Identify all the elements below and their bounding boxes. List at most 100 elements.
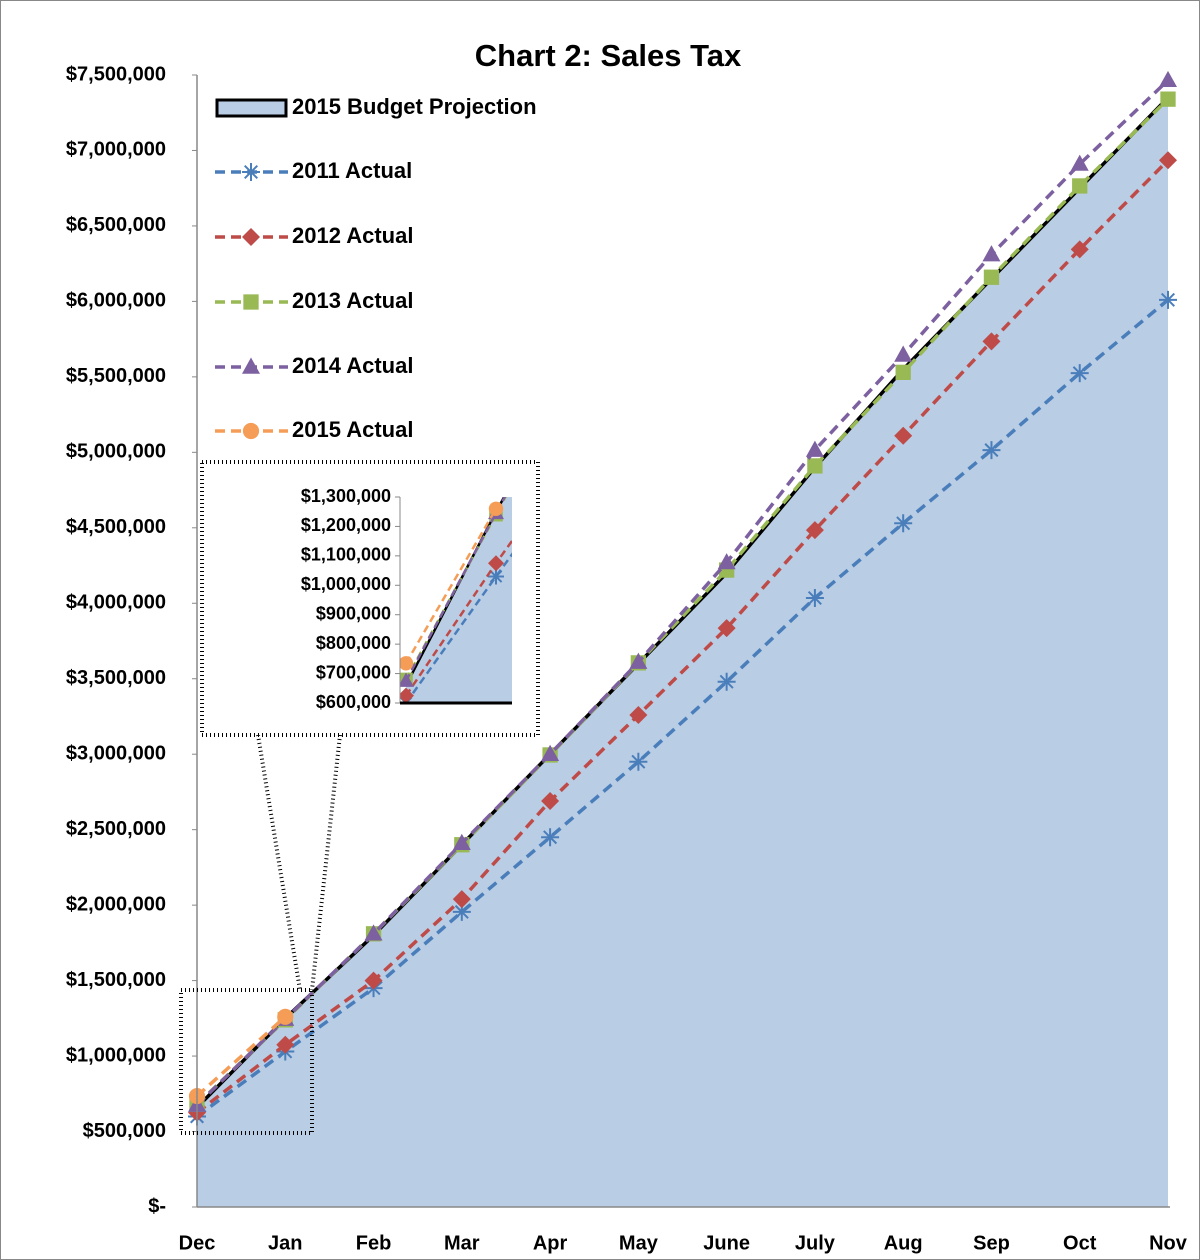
x-tick-label: July — [795, 1232, 836, 1254]
marker — [452, 833, 471, 851]
marker — [242, 357, 260, 374]
marker — [805, 588, 824, 607]
x-tick-label: Sep — [973, 1232, 1010, 1254]
legend-label: 2012 Actual — [292, 223, 413, 248]
marker — [805, 440, 824, 457]
marker — [541, 828, 560, 847]
x-tick-label: Feb — [356, 1232, 392, 1254]
marker — [488, 568, 504, 585]
inset-y-tick-label: $1,000,000 — [301, 574, 391, 594]
marker — [452, 890, 471, 909]
marker — [400, 656, 414, 671]
marker — [717, 619, 736, 638]
marker — [1159, 151, 1177, 170]
marker — [243, 294, 259, 310]
marker — [895, 364, 911, 380]
marker — [1070, 240, 1089, 259]
legend-swatch — [215, 98, 288, 118]
legend-label: 2013 Actual — [292, 288, 413, 313]
marker — [364, 924, 383, 941]
marker — [452, 902, 471, 921]
marker — [982, 332, 1001, 351]
marker — [242, 228, 260, 246]
marker — [894, 345, 913, 362]
legend-label: 2015 Actual — [292, 417, 413, 442]
marker — [488, 555, 504, 572]
y-tick-label: $500,000 — [83, 1120, 166, 1142]
y-tick-label: $5,000,000 — [66, 441, 166, 463]
y-tick-label: $4,500,000 — [66, 516, 166, 538]
chart-title: Chart 2: Sales Tax — [475, 38, 742, 73]
marker — [242, 163, 260, 181]
inset-y-tick-label: $1,200,000 — [301, 515, 391, 535]
marker — [894, 426, 913, 445]
y-tick-label: $7,000,000 — [66, 139, 166, 161]
marker — [982, 441, 1001, 460]
marker — [1160, 91, 1176, 107]
marker — [276, 1035, 295, 1054]
inset-y-tick-label: $600,000 — [316, 692, 391, 712]
y-tick-label: $5,500,000 — [66, 365, 166, 387]
x-tick-label: Oct — [1063, 1232, 1097, 1254]
marker — [629, 705, 648, 724]
marker — [1070, 364, 1089, 383]
marker — [541, 791, 560, 810]
marker — [400, 687, 414, 703]
y-tick-label: $3,500,000 — [66, 667, 166, 689]
series-line — [195, 1015, 287, 1098]
marker — [805, 521, 824, 540]
x-tick-label: June — [703, 1232, 750, 1254]
marker — [541, 744, 560, 761]
legend-label: 2015 Budget Projection — [292, 94, 537, 119]
x-tick-label: May — [619, 1232, 659, 1254]
legend: 2015 Budget Projection 2011 Actual 2012 Ac… — [215, 94, 537, 442]
inset-y-tick-label: $1,100,000 — [301, 545, 391, 565]
marker — [807, 458, 823, 474]
inset-y-tick-label: $700,000 — [316, 662, 391, 682]
marker — [983, 269, 1000, 285]
y-tick-label: $- — [148, 1195, 166, 1217]
marker — [1070, 154, 1089, 171]
marker — [982, 245, 1001, 262]
inset-chart: $600,000 $700,000 $800,000 $900,000 $1,000,0… — [301, 486, 512, 712]
y-tick-label: $6,500,000 — [66, 214, 166, 236]
inset-y-tick-label: $900,000 — [316, 603, 391, 623]
marker — [717, 553, 736, 570]
y-tick-label: $3,000,000 — [66, 742, 166, 764]
marker — [488, 501, 504, 516]
y-tick-label: $4,000,000 — [66, 592, 166, 614]
plot-area: $- $500,000 $1,000,000 $1,500,000 $2,000,000… — [66, 63, 1188, 1254]
y-tick-label: $6,000,000 — [66, 290, 166, 312]
y-tick-label: $2,500,000 — [66, 818, 166, 840]
y-tick-label: $1,000,000 — [66, 1044, 166, 1066]
area — [406, 497, 512, 703]
inset-y-tick-label: $800,000 — [316, 633, 391, 653]
inset-y-tick-label: $1,300,000 — [301, 486, 391, 506]
legend-label: 2014 Actual — [292, 353, 413, 378]
marker — [717, 672, 736, 691]
marker — [629, 752, 648, 771]
series-line — [404, 508, 498, 664]
marker — [400, 672, 414, 687]
y-tick-label: $1,500,000 — [66, 969, 166, 991]
x-tick-label: Mar — [444, 1232, 480, 1254]
legend-label: 2011 Actual — [292, 158, 412, 183]
x-tick-label: Aug — [884, 1232, 923, 1254]
zoom-box — [179, 988, 314, 1135]
series-line — [195, 79, 1170, 1107]
marker — [277, 1008, 294, 1025]
inset-plot — [400, 497, 512, 703]
marker — [894, 514, 913, 533]
marker — [1159, 70, 1177, 88]
marker — [242, 422, 260, 440]
x-tick-label: Nov — [1149, 1232, 1188, 1254]
series-line — [195, 159, 1170, 1115]
marker — [629, 652, 648, 669]
x-tick-label: Jan — [268, 1232, 302, 1254]
callout-line — [310, 734, 342, 991]
y-tick-label: $2,000,000 — [66, 893, 166, 915]
marker — [364, 971, 383, 990]
x-tick-label: Apr — [533, 1232, 568, 1254]
y-tick-label: $7,500,000 — [66, 63, 166, 85]
